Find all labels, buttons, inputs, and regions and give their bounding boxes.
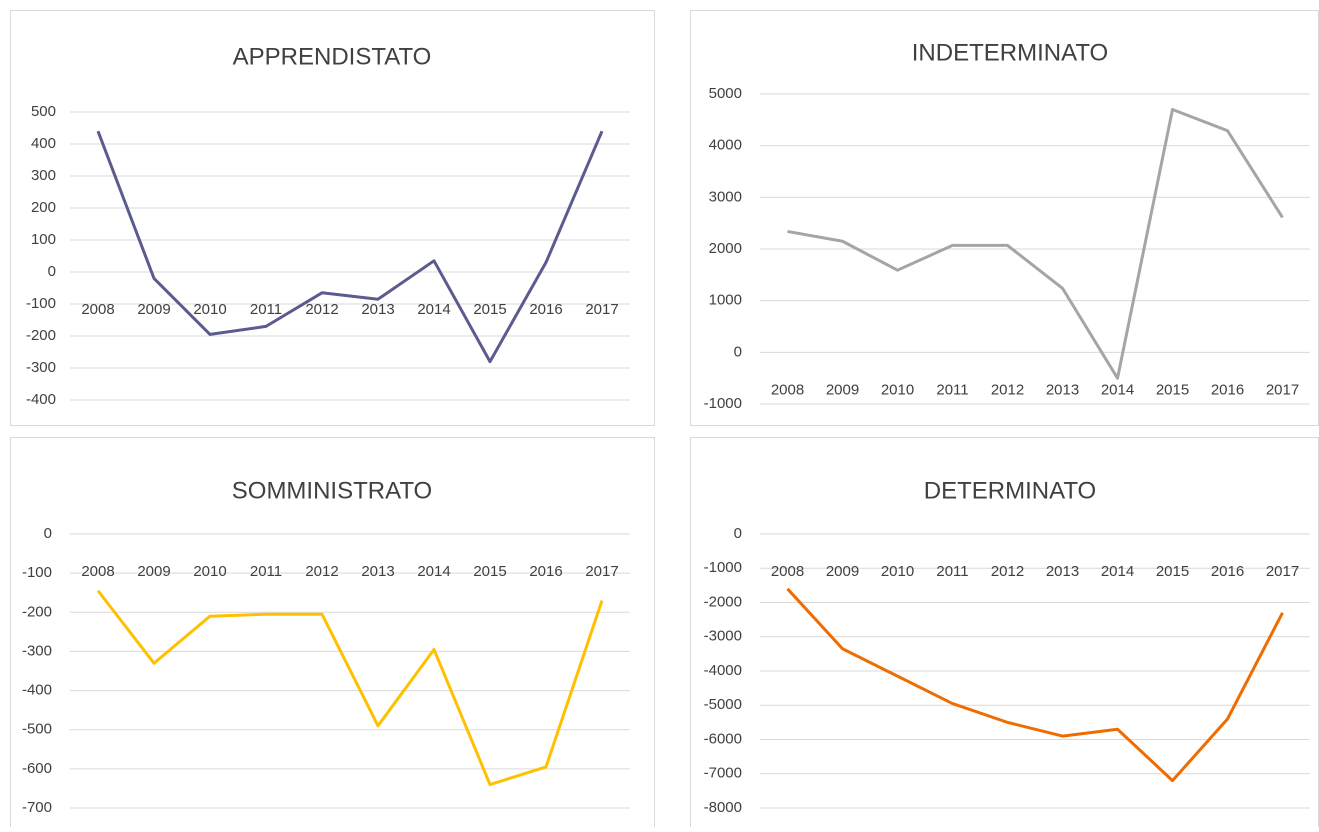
data-line xyxy=(96,589,604,787)
x-tick-label: 2008 xyxy=(771,563,804,580)
x-tick-label: 2015 xyxy=(1156,381,1189,398)
data-line xyxy=(787,108,1284,380)
x-tick-label: 2009 xyxy=(826,381,859,398)
y-tick-label: -1000 xyxy=(704,395,742,412)
x-tick-label: 2016 xyxy=(529,563,562,580)
y-tick-label: 200 xyxy=(31,199,56,216)
x-tick-label: 2017 xyxy=(1266,563,1299,580)
x-tick-label: 2016 xyxy=(1211,381,1244,398)
y-tick-label: 0 xyxy=(48,263,56,280)
x-tick-label: 2014 xyxy=(1101,381,1134,398)
x-tick-label: 2009 xyxy=(826,563,859,580)
chart-title: DETERMINATO xyxy=(924,477,1096,504)
y-tick-label: 5000 xyxy=(709,85,742,102)
x-tick-label: 2013 xyxy=(361,563,394,580)
x-tick-label: 2012 xyxy=(305,563,338,580)
x-tick-label: 2012 xyxy=(305,301,338,318)
y-tick-label: -400 xyxy=(26,391,56,408)
x-tick-label: 2013 xyxy=(1046,563,1079,580)
x-tick-label: 2017 xyxy=(1266,381,1299,398)
x-tick-label: 2010 xyxy=(193,301,226,318)
y-tick-label: -600 xyxy=(22,760,52,777)
x-tick-label: 2014 xyxy=(1101,563,1134,580)
x-tick-label: 2009 xyxy=(137,563,170,580)
x-tick-label: 2016 xyxy=(529,301,562,318)
y-tick-label: 0 xyxy=(734,525,742,542)
y-tick-label: 2000 xyxy=(709,240,742,257)
data-line xyxy=(96,130,604,364)
x-tick-label: 2009 xyxy=(137,301,170,318)
chart-frame xyxy=(690,437,1319,832)
y-tick-label: 500 xyxy=(31,103,56,120)
chart-title: APPRENDISTATO xyxy=(233,43,432,70)
y-tick-label: -700 xyxy=(22,799,52,816)
y-tick-label: -400 xyxy=(22,682,52,699)
x-tick-label: 2017 xyxy=(585,301,618,318)
y-tick-label: -1000 xyxy=(704,559,742,576)
y-tick-label: 300 xyxy=(31,167,56,184)
y-tick-label: -300 xyxy=(26,359,56,376)
y-tick-label: -500 xyxy=(22,721,52,738)
x-tick-label: 2011 xyxy=(936,563,968,580)
x-tick-label: 2015 xyxy=(473,563,506,580)
y-tick-label: -2000 xyxy=(704,593,742,610)
x-tick-label: 2017 xyxy=(585,563,618,580)
x-tick-label: 2012 xyxy=(991,563,1024,580)
y-tick-label: -6000 xyxy=(704,730,742,747)
y-tick-label: 0 xyxy=(44,525,52,542)
x-tick-label: 2011 xyxy=(250,301,282,318)
y-tick-label: -200 xyxy=(26,327,56,344)
y-tick-label: -300 xyxy=(22,642,52,659)
y-tick-label: -3000 xyxy=(704,628,742,645)
chart-frame xyxy=(690,10,1319,426)
y-tick-label: -8000 xyxy=(704,799,742,816)
y-tick-label: -100 xyxy=(22,564,52,581)
x-tick-label: 2008 xyxy=(771,381,804,398)
chart-frame xyxy=(10,10,655,426)
x-tick-label: 2011 xyxy=(250,563,282,580)
y-tick-label: 4000 xyxy=(709,137,742,154)
y-tick-label: -100 xyxy=(26,295,56,312)
x-tick-label: 2008 xyxy=(81,301,114,318)
x-tick-label: 2014 xyxy=(417,563,450,580)
x-tick-label: 2010 xyxy=(881,381,914,398)
data-line xyxy=(786,587,1284,783)
y-tick-label: 3000 xyxy=(709,188,742,205)
x-tick-label: 2015 xyxy=(473,301,506,318)
x-tick-label: 2015 xyxy=(1156,563,1189,580)
x-tick-label: 2010 xyxy=(881,563,914,580)
x-tick-label: 2013 xyxy=(361,301,394,318)
y-tick-label: -4000 xyxy=(704,662,742,679)
y-tick-label: 100 xyxy=(31,231,56,248)
y-tick-label: -5000 xyxy=(704,696,742,713)
y-tick-label: -200 xyxy=(22,603,52,620)
x-tick-label: 2014 xyxy=(417,301,450,318)
y-tick-label: 0 xyxy=(734,343,742,360)
y-tick-label: -7000 xyxy=(704,765,742,782)
y-tick-label: 1000 xyxy=(709,292,742,309)
x-tick-label: 2008 xyxy=(81,563,114,580)
chart-title: SOMMINISTRATO xyxy=(232,477,432,504)
x-tick-label: 2012 xyxy=(991,381,1024,398)
chart-title: INDETERMINATO xyxy=(912,39,1108,66)
x-tick-label: 2016 xyxy=(1211,563,1244,580)
y-tick-label: 400 xyxy=(31,135,56,152)
x-tick-label: 2011 xyxy=(936,381,968,398)
x-tick-label: 2010 xyxy=(193,563,226,580)
x-tick-label: 2013 xyxy=(1046,381,1079,398)
